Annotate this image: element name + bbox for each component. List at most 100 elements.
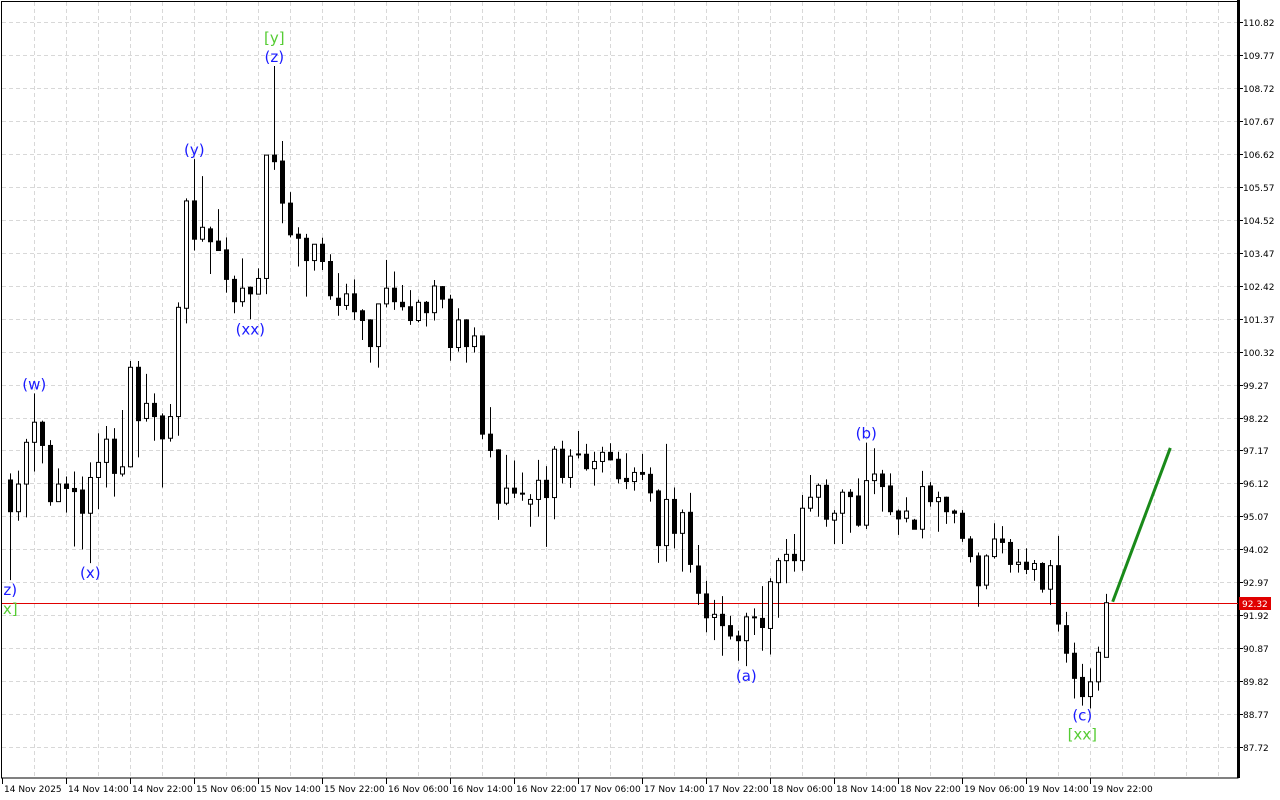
bear-candle (392, 271, 397, 310)
wave-label: (c) (1072, 707, 1092, 725)
bull-candle (872, 448, 877, 495)
bear-candle (888, 473, 893, 516)
bull-candle (712, 599, 717, 641)
bear-candle (912, 518, 917, 530)
bear-candle (112, 428, 117, 497)
candle-body (640, 471, 645, 475)
candle-body (616, 458, 621, 480)
bear-candle (848, 489, 853, 533)
bull-candle (504, 454, 509, 506)
candle-body (568, 455, 573, 478)
bear-candle (488, 407, 493, 458)
bull-candle (96, 433, 101, 510)
bull-candle (344, 283, 349, 310)
bear-candle (232, 275, 237, 314)
candle-body (680, 512, 685, 534)
candle-body (248, 286, 253, 295)
candle-body (224, 249, 229, 280)
bull-candle (984, 554, 989, 590)
bull-candle (1048, 560, 1053, 605)
bear-candle (512, 460, 517, 499)
bear-candle (208, 226, 213, 275)
candle-body (824, 484, 829, 520)
candle-body (264, 154, 269, 279)
bear-candle (80, 476, 85, 550)
bear-candle (296, 227, 301, 267)
bull-candle (128, 361, 133, 468)
candle-body (328, 261, 333, 297)
bull-candle (816, 483, 821, 517)
bear-candle (752, 608, 757, 636)
candle-body (112, 438, 117, 474)
bear-candle (280, 140, 285, 224)
candle-body (664, 498, 669, 547)
bull-candle (600, 446, 605, 473)
candle-body (592, 460, 597, 470)
y-tick-label: 108.72 (1243, 85, 1275, 95)
wave-label: [y] (264, 29, 285, 47)
candle-body (920, 486, 925, 530)
wave-label: z) (3, 581, 17, 599)
candle-body (520, 492, 525, 495)
candle-body (336, 297, 341, 306)
candle-body (1024, 561, 1029, 570)
candle-body (312, 243, 317, 262)
candle-body (496, 449, 501, 504)
bear-candle (792, 533, 797, 572)
bull-candle (1104, 593, 1109, 658)
candles (8, 65, 1109, 709)
candle-body (280, 160, 285, 204)
candle-body (736, 635, 741, 642)
candle-body (360, 310, 365, 322)
bear-candle (1072, 642, 1077, 699)
x-tick-label: 16 Nov 06:00 (388, 785, 449, 795)
bull-candle (176, 302, 181, 436)
bear-candle (952, 509, 957, 524)
candle-body (1032, 562, 1037, 570)
bull-candle (456, 308, 461, 352)
bull-candle (664, 443, 669, 562)
candle-body (992, 538, 997, 558)
bear-candle (976, 552, 981, 607)
y-tick-label: 87.72 (1243, 744, 1269, 754)
candle-body (488, 433, 493, 451)
candle-body (544, 479, 549, 499)
candle-body (672, 498, 677, 534)
wave-label: (a) (736, 667, 757, 685)
projection-line (1111, 447, 1172, 603)
x-tick-label: 17 Nov 14:00 (644, 785, 705, 795)
candle-body (944, 496, 949, 513)
candle-body (512, 487, 517, 494)
grid (2, 2, 1238, 778)
candle-body (240, 287, 245, 303)
bull-candle (536, 459, 541, 517)
bull-candle (376, 303, 381, 368)
x-tick-label: 17 Nov 06:00 (580, 785, 641, 795)
bull-candle (800, 495, 805, 571)
bull-candle (32, 393, 37, 472)
candle-body (304, 237, 309, 262)
x-tick-label: 19 Nov 14:00 (1028, 785, 1089, 795)
y-tick-label: 88.77 (1243, 711, 1269, 721)
wave-label: (w) (22, 375, 46, 393)
bear-candle (400, 285, 405, 311)
y-tick-label: 102.42 (1243, 283, 1275, 293)
x-tick-label: 18 Nov 22:00 (900, 785, 961, 795)
bull-candle (1016, 549, 1021, 573)
candle-body (32, 421, 37, 443)
candle-body (72, 487, 77, 493)
candle-body (384, 287, 389, 305)
candle-body (40, 421, 45, 446)
y-tick-label: 92.97 (1243, 579, 1269, 589)
candle-body (1096, 651, 1101, 683)
bull-candle (1032, 560, 1037, 581)
candle-body (1008, 541, 1013, 565)
wave-label: (xx) (236, 320, 265, 338)
x-tick-label: 15 Nov 06:00 (196, 785, 257, 795)
bull-candle (784, 538, 789, 584)
y-tick-label: 104.52 (1243, 217, 1275, 227)
candle-body (768, 581, 773, 629)
y-tick-label: 103.47 (1243, 250, 1275, 260)
y-tick-label: 91.92 (1243, 612, 1269, 622)
